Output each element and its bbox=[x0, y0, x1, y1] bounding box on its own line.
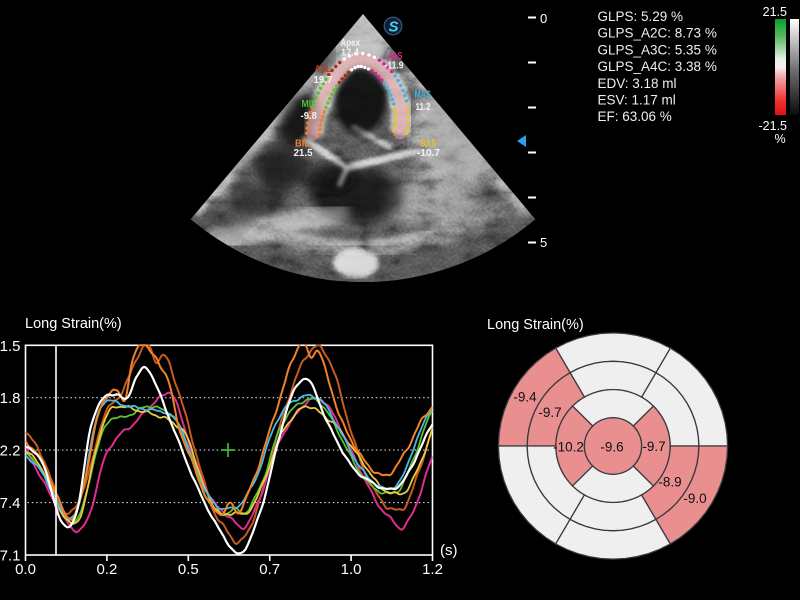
svg-text:-9.8: -9.8 bbox=[301, 111, 318, 122]
svg-text:7.1: 7.1 bbox=[0, 548, 21, 565]
svg-text:21.5: 21.5 bbox=[763, 5, 787, 19]
svg-text:-9.4: -9.4 bbox=[513, 390, 537, 405]
svg-text:-11.9: -11.9 bbox=[385, 60, 404, 71]
svg-text:1.2: 1.2 bbox=[422, 561, 443, 578]
svg-text:GLPS_A3C: 5.35 %: GLPS_A3C: 5.35 % bbox=[598, 42, 717, 57]
svg-text:GLPS_A2C: 8.73 %: GLPS_A2C: 8.73 % bbox=[598, 26, 717, 41]
svg-text:-9.0: -9.0 bbox=[683, 491, 706, 506]
svg-text:-9.7: -9.7 bbox=[642, 439, 665, 454]
svg-text:-9.7: -9.7 bbox=[538, 405, 561, 420]
svg-text:EF: 63.06 %: EF: 63.06 % bbox=[598, 109, 672, 124]
svg-text:Long Strain(%): Long Strain(%) bbox=[25, 316, 122, 332]
svg-text:ApL: ApL bbox=[315, 64, 332, 75]
svg-text:-21.5: -21.5 bbox=[759, 119, 788, 133]
svg-text:0: 0 bbox=[540, 11, 547, 26]
svg-text:MAS: MAS bbox=[415, 90, 432, 101]
svg-text:EDV: 3.18 ml: EDV: 3.18 ml bbox=[598, 76, 677, 91]
svg-text:ApS: ApS bbox=[388, 51, 403, 62]
svg-text:GLPS_A4C: 3.38 %: GLPS_A4C: 3.38 % bbox=[598, 59, 717, 74]
svg-text:-10.2: -10.2 bbox=[553, 440, 584, 455]
svg-text:-9.6: -9.6 bbox=[600, 440, 623, 455]
svg-text:5: 5 bbox=[540, 235, 547, 250]
svg-text:0.2: 0.2 bbox=[96, 561, 117, 578]
svg-text:Apex: Apex bbox=[341, 38, 361, 49]
svg-text:21.5: 21.5 bbox=[294, 148, 313, 159]
svg-text:2.2: 2.2 bbox=[0, 443, 21, 460]
svg-text:17.4: 17.4 bbox=[341, 48, 359, 59]
svg-text:0.0: 0.0 bbox=[15, 561, 36, 578]
svg-text:BIL: BIL bbox=[295, 139, 310, 150]
svg-text:ESV: 1.17 ml: ESV: 1.17 ml bbox=[598, 93, 676, 108]
svg-text:1.0: 1.0 bbox=[341, 561, 362, 578]
svg-text:1.8: 1.8 bbox=[0, 390, 21, 407]
svg-text:%: % bbox=[774, 132, 785, 146]
svg-text:19.7: 19.7 bbox=[314, 75, 333, 86]
svg-text:1.5: 1.5 bbox=[0, 338, 21, 355]
svg-text:GLPS: 5.29 %: GLPS: 5.29 % bbox=[598, 9, 684, 24]
svg-text:BAS: BAS bbox=[420, 139, 437, 150]
svg-text:Long Strain(%): Long Strain(%) bbox=[487, 317, 584, 333]
svg-text:-8.9: -8.9 bbox=[658, 475, 681, 490]
svg-text:MIL: MIL bbox=[302, 99, 317, 110]
svg-text:-10.7: -10.7 bbox=[417, 148, 440, 159]
svg-text:7.4: 7.4 bbox=[0, 495, 21, 512]
svg-text:0.7: 0.7 bbox=[259, 561, 280, 578]
svg-text:11.2: 11.2 bbox=[416, 102, 431, 113]
svg-text:(s): (s) bbox=[440, 542, 458, 559]
svg-text:S: S bbox=[388, 19, 398, 36]
svg-text:0.5: 0.5 bbox=[178, 561, 199, 578]
